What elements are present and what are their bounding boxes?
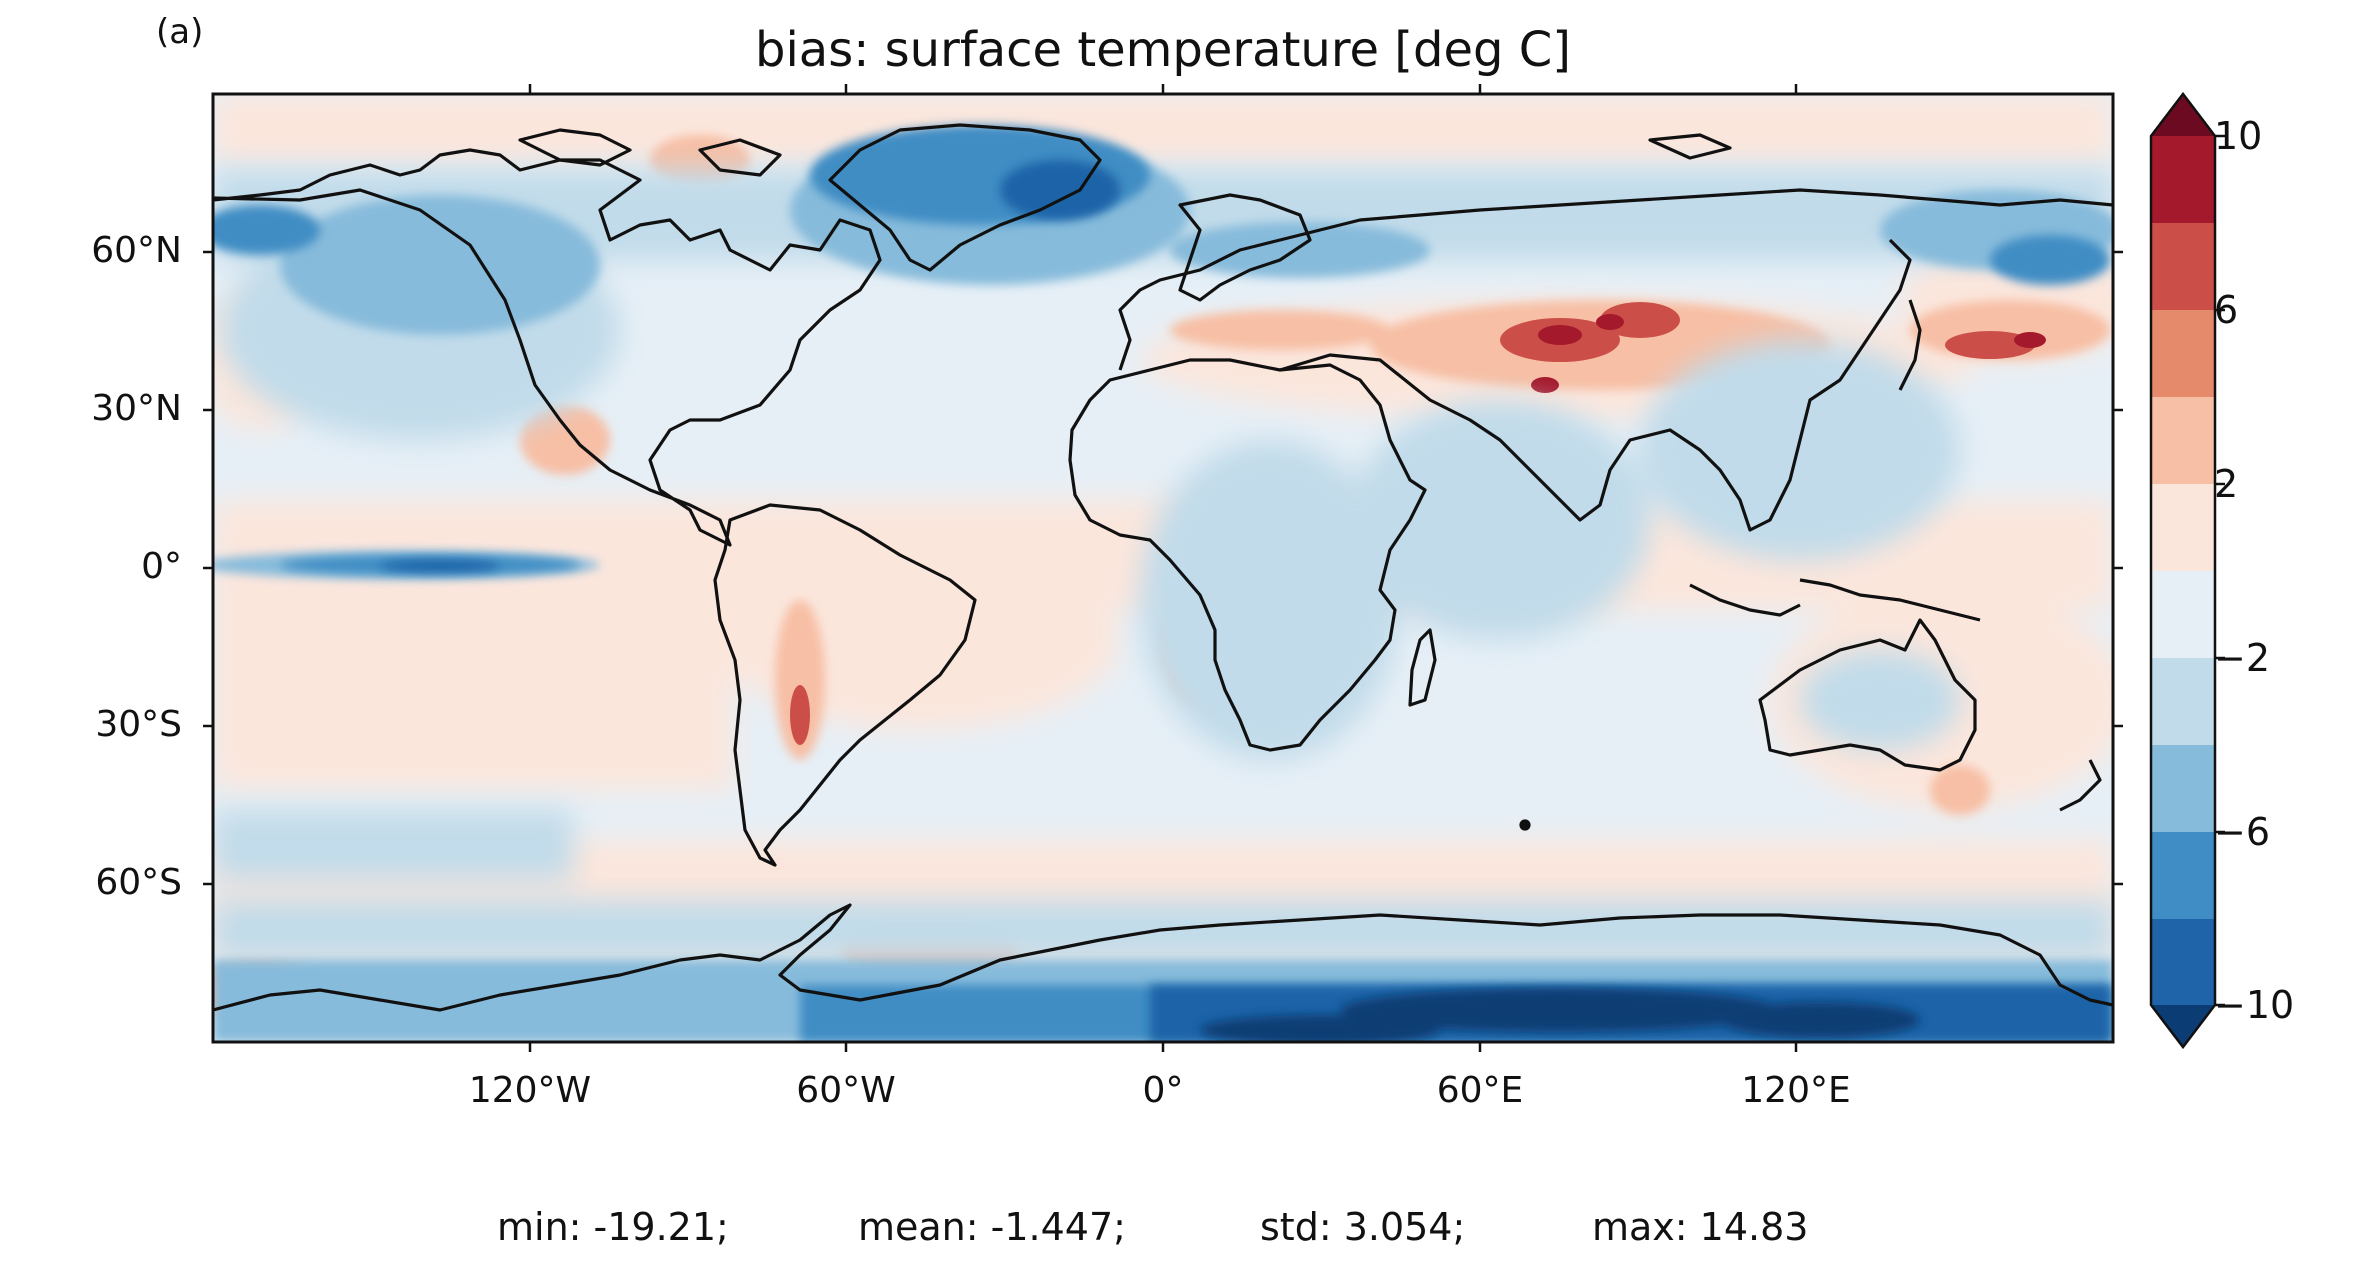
temperature-bias-field (213, 94, 2113, 1042)
lon-label-60w: 60°W (796, 1070, 896, 1111)
axis-ticks (203, 84, 2123, 1052)
colorbar-label-6: 6 (2214, 288, 2239, 332)
colorbar-label-neg2: −2 (2214, 636, 2271, 680)
lon-label-60e: 60°E (1436, 1070, 1524, 1111)
figure-title: bias: surface temperature [deg C] (755, 22, 1571, 78)
lon-label-120w: 120°W (468, 1070, 592, 1111)
lat-label-60s: 60°S (95, 862, 182, 903)
colorbar-extend-bottom (2151, 1005, 2215, 1047)
colorbar-label-neg6: −6 (2214, 810, 2271, 854)
lon-label-120e: 120°E (1741, 1070, 1851, 1111)
lat-label-equator: 0° (141, 546, 182, 587)
lon-label-0: 0° (1142, 1070, 1184, 1111)
lat-label-30s: 30°S (95, 704, 182, 745)
lat-label-60n: 60°N (91, 230, 182, 271)
lat-label-30n: 30°N (91, 388, 182, 429)
panel-label: (a) (156, 12, 204, 52)
colorbar (2149, 91, 2225, 1050)
stat-std: std: 3.054; (1260, 1205, 1466, 1249)
colorbar-label-10: 10 (2214, 114, 2263, 158)
colorbar-label-neg10: −10 (2214, 983, 2295, 1027)
colorbar-extend-top (2151, 94, 2215, 136)
stat-mean: mean: -1.447; (858, 1205, 1126, 1249)
stat-max: max: 14.83 (1592, 1205, 1809, 1249)
colorbar-label-2: 2 (2214, 462, 2239, 506)
coastlines (213, 123, 2113, 1012)
stat-min: min: -19.21; (497, 1205, 729, 1249)
